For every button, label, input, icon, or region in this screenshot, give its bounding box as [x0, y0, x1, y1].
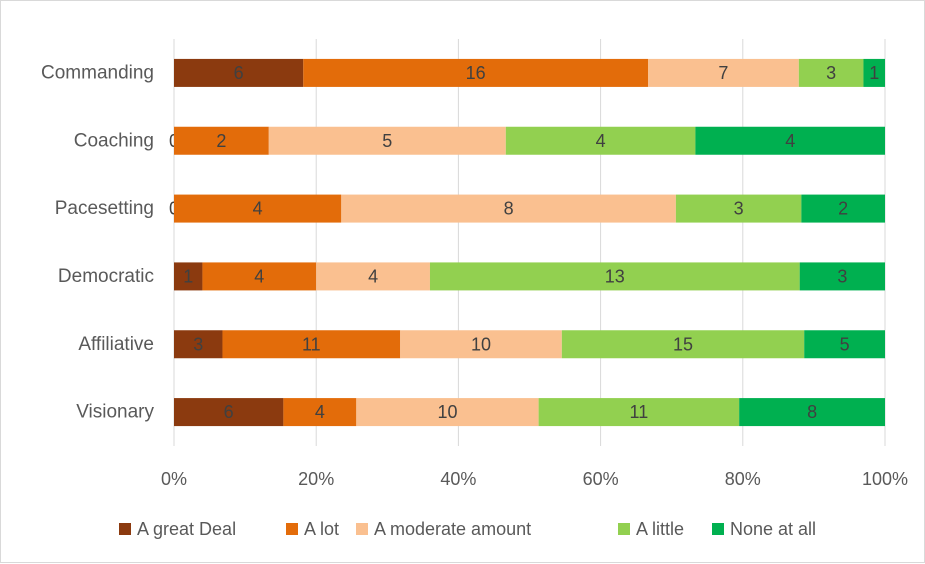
data-label-affiliative-a-lot: 11: [302, 334, 321, 354]
legend-swatch-a-lot: [286, 523, 298, 535]
bar-commanding-none-at-all: [863, 58, 885, 87]
data-label-visionary-a-moderate-amount: 10: [437, 402, 457, 422]
bars: 6167310254404832144133311101556410118: [169, 58, 885, 427]
data-label-commanding-a-little: 3: [826, 63, 836, 83]
x-tick-labels: 0% 20% 40% 60% 80% 100%: [161, 469, 908, 489]
legend-label-a-little: A little: [636, 519, 684, 539]
legend-label-none-at-all: None at all: [730, 519, 816, 539]
bar-pacesetting-a-lot: [174, 194, 342, 223]
bar-coaching-a-little: [505, 126, 696, 155]
x-tick-label: 100%: [862, 469, 908, 489]
legend-swatch-a-moderate-amount: [356, 523, 368, 535]
legend-label-a-lot: A lot: [304, 519, 339, 539]
data-label-democratic-a-great-deal: 1: [183, 266, 193, 286]
gridlines: [173, 39, 886, 446]
x-tick-label: 20%: [298, 469, 334, 489]
data-label-democratic-a-lot: 4: [254, 266, 264, 286]
category-label-democratic: Democratic: [58, 266, 154, 287]
bar-democratic-a-great-deal: [174, 262, 203, 291]
bar-affiliative-a-great-deal: [174, 330, 223, 359]
data-label-affiliative-a-great-deal: 3: [193, 334, 203, 354]
data-label-visionary-a-great-deal: 6: [224, 402, 234, 422]
data-label-pacesetting-none-at-all: 2: [838, 199, 848, 219]
bar-visionary-a-little: [538, 398, 740, 427]
data-label-coaching-none-at-all: 4: [785, 131, 795, 151]
bar-democratic-a-moderate-amount: [316, 262, 430, 291]
x-tick-label: 40%: [440, 469, 476, 489]
category-label-coaching: Coaching: [74, 130, 154, 151]
data-label-visionary-a-lot: 4: [315, 402, 325, 422]
data-label-commanding-a-lot: 16: [466, 63, 486, 83]
legend: A great Deal A lot A moderate amount A litt…: [119, 519, 816, 539]
bar-coaching-a-moderate-amount: [268, 126, 506, 155]
data-label-affiliative-a-little: 15: [673, 334, 693, 354]
data-label-pacesetting-a-lot: 4: [253, 199, 263, 219]
bar-commanding-a-lot: [303, 58, 648, 87]
data-label-visionary-a-little: 11: [630, 402, 649, 422]
bar-pacesetting-a-moderate-amount: [341, 194, 676, 223]
bar-coaching-a-lot: [174, 126, 269, 155]
bar-visionary-a-moderate-amount: [356, 398, 539, 427]
x-tick-label: 80%: [725, 469, 761, 489]
bar-coaching-none-at-all: [695, 126, 885, 155]
category-labels: Commanding Coaching Pacesetting Democratic A…: [41, 62, 154, 422]
x-tick-label: 0%: [161, 469, 187, 489]
legend-swatch-a-little: [618, 523, 630, 535]
data-label-democratic-a-moderate-amount: 4: [368, 266, 378, 286]
data-label-coaching-a-lot: 2: [216, 131, 226, 151]
bar-affiliative-a-little: [561, 330, 805, 359]
bar-visionary-none-at-all: [739, 398, 885, 427]
data-label-democratic-a-little: 13: [605, 266, 625, 286]
legend-swatch-none-at-all: [712, 523, 724, 535]
data-label-pacesetting-a-moderate-amount: 8: [504, 199, 514, 219]
data-label-coaching-a-little: 4: [596, 131, 606, 151]
bar-commanding-a-moderate-amount: [648, 58, 799, 87]
category-label-pacesetting: Pacesetting: [55, 198, 154, 219]
bar-affiliative-none-at-all: [804, 330, 885, 359]
bar-visionary-a-great-deal: [174, 398, 284, 427]
bar-commanding-a-great-deal: [174, 58, 304, 87]
category-label-commanding: Commanding: [41, 62, 154, 83]
data-label-commanding-a-great-deal: 6: [234, 63, 244, 83]
data-label-visionary-none-at-all: 8: [807, 402, 817, 422]
bar-pacesetting-none-at-all: [801, 194, 885, 223]
data-label-commanding-a-moderate-amount: 7: [718, 63, 728, 83]
legend-label-a-great-deal: A great Deal: [137, 519, 236, 539]
bar-democratic-a-little: [429, 262, 800, 291]
bar-commanding-a-little: [798, 58, 864, 87]
bar-democratic-none-at-all: [799, 262, 885, 291]
data-label-affiliative-a-moderate-amount: 10: [471, 334, 491, 354]
data-label-affiliative-none-at-all: 5: [840, 334, 850, 354]
bar-visionary-a-lot: [283, 398, 357, 427]
category-label-affiliative: Affiliative: [78, 334, 154, 355]
data-label-democratic-none-at-all: 3: [837, 266, 847, 286]
bar-affiliative-a-lot: [222, 330, 401, 359]
bar-democratic-a-lot: [202, 262, 317, 291]
data-label-coaching-a-moderate-amount: 5: [382, 131, 392, 151]
legend-label-a-moderate-amount: A moderate amount: [374, 519, 531, 539]
category-label-visionary: Visionary: [76, 402, 154, 423]
data-label-pacesetting-a-little: 3: [734, 199, 744, 219]
legend-swatch-a-great-deal: [119, 523, 131, 535]
x-tick-label: 60%: [583, 469, 619, 489]
data-label-commanding-none-at-all: 1: [869, 63, 879, 83]
bar-affiliative-a-moderate-amount: [400, 330, 562, 359]
bar-pacesetting-a-little: [675, 194, 802, 223]
